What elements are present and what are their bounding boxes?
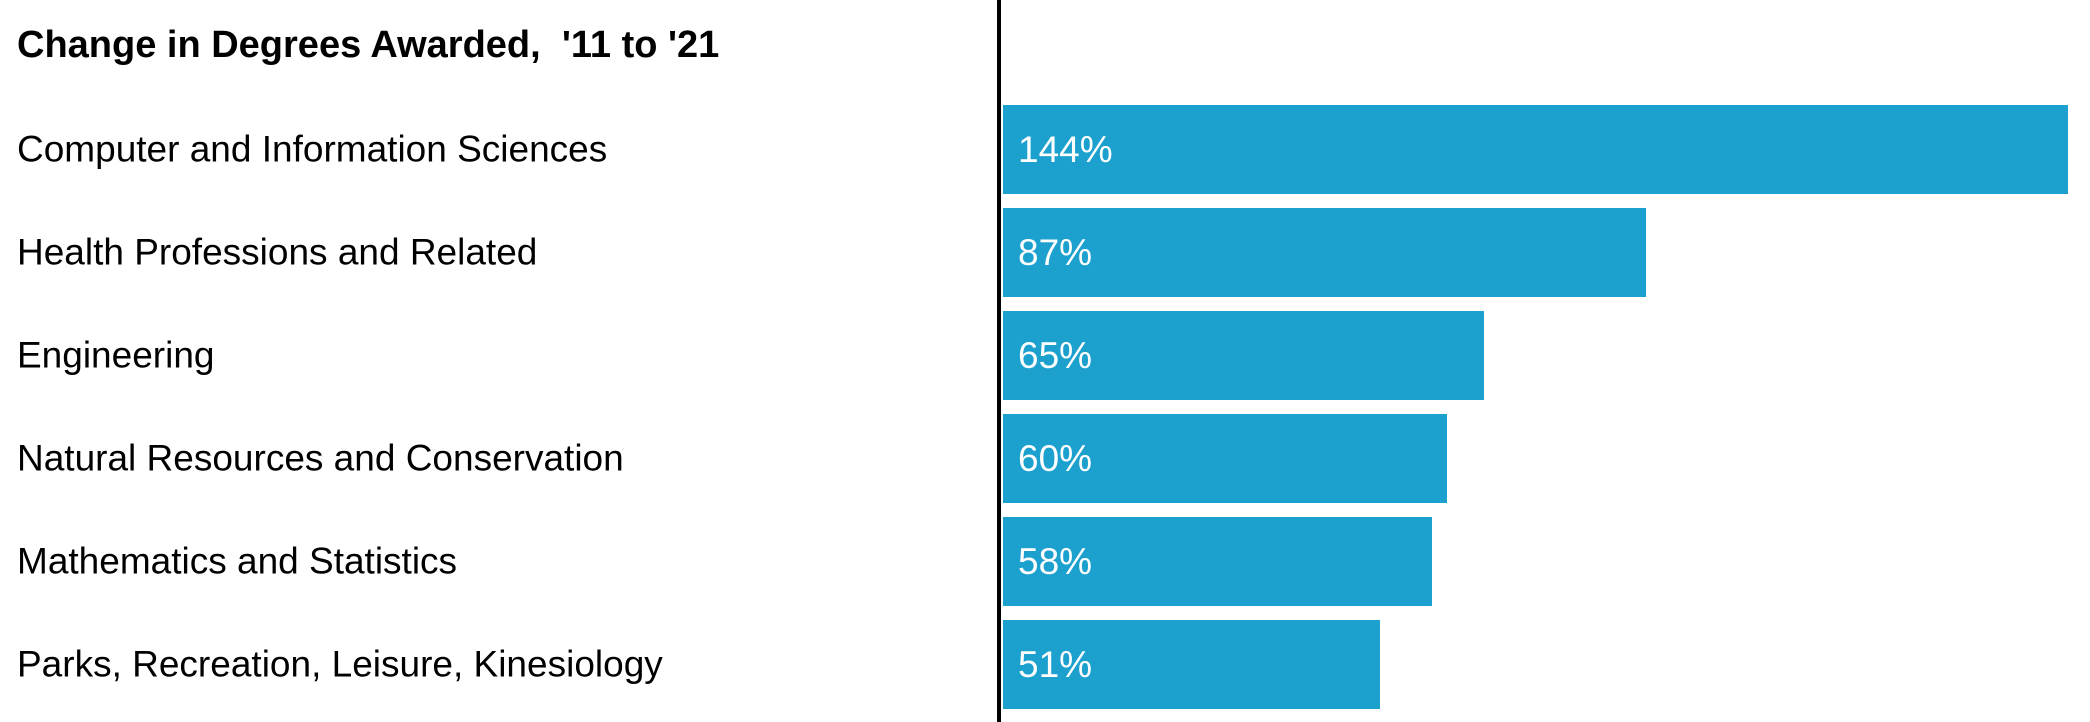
- bar: 51%: [1003, 620, 1381, 709]
- bar: 60%: [1003, 414, 1447, 503]
- axis-line: [997, 0, 1001, 722]
- bar-area: 144%: [1003, 105, 2090, 194]
- bar-area: 87%: [1003, 208, 2090, 297]
- category-label: Mathematics and Statistics: [17, 540, 458, 582]
- category-label: Parks, Recreation, Leisure, Kinesiology: [17, 643, 663, 685]
- chart-row: Parks, Recreation, Leisure, Kinesiology …: [0, 620, 2090, 709]
- chart-row: Health Professions and Related 87%: [0, 208, 2090, 297]
- chart-row: Natural Resources and Conservation 60%: [0, 414, 2090, 503]
- chart-row: Computer and Information Sciences 144%: [0, 105, 2090, 194]
- bar-value-label: 51%: [1018, 644, 1093, 685]
- chart-row: Mathematics and Statistics 58%: [0, 517, 2090, 606]
- category-label: Engineering: [17, 334, 215, 376]
- bar-area: 58%: [1003, 517, 2090, 606]
- bar-value-label: 58%: [1018, 541, 1093, 582]
- bar-value-label: 60%: [1018, 438, 1093, 479]
- bar: 65%: [1003, 311, 1484, 400]
- bar: 58%: [1003, 517, 1432, 606]
- bar-area: 51%: [1003, 620, 2090, 709]
- bar: 144%: [1003, 105, 2068, 194]
- chart-row: Engineering 65%: [0, 311, 2090, 400]
- bar-area: 65%: [1003, 311, 2090, 400]
- bar-area: 60%: [1003, 414, 2090, 503]
- category-label: Health Professions and Related: [17, 231, 538, 273]
- bar-value-label: 144%: [1018, 129, 1113, 170]
- bar-value-label: 87%: [1018, 232, 1093, 273]
- chart-title: Change in Degrees Awarded, '11 to '21: [17, 24, 720, 66]
- bar: 87%: [1003, 208, 1647, 297]
- category-label: Computer and Information Sciences: [17, 128, 608, 170]
- category-label: Natural Resources and Conservation: [17, 437, 624, 479]
- chart-rows: Computer and Information Sciences 144% H…: [0, 105, 2090, 722]
- bar-value-label: 65%: [1018, 335, 1093, 376]
